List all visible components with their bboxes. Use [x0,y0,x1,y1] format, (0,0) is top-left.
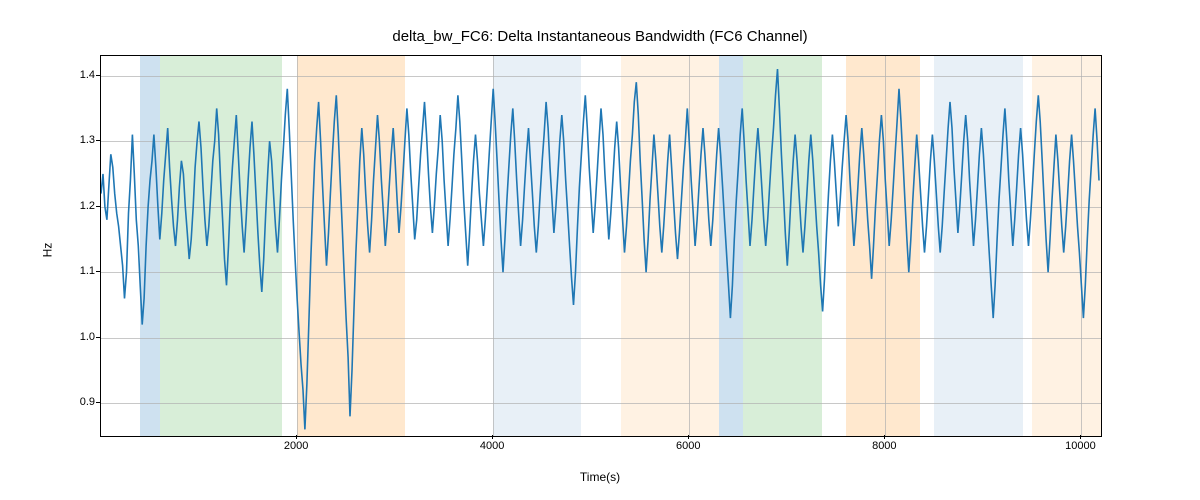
x-tick-label: 4000 [480,440,504,452]
signal-line [101,56,1101,436]
y-tick-label: 1.1 [80,265,95,277]
x-tick-label: 6000 [676,440,700,452]
chart-title: delta_bw_FC6: Delta Instantaneous Bandwi… [0,28,1200,45]
y-tick-label: 1.4 [80,69,95,81]
y-tick-label: 1.2 [80,200,95,212]
y-tick-label: 0.9 [80,396,95,408]
plot-area [100,55,1102,437]
x-axis-label: Time(s) [0,470,1200,484]
y-tick-label: 1.3 [80,134,95,146]
x-tick-label: 2000 [284,440,308,452]
x-tick-label: 10000 [1065,440,1096,452]
y-tick-label: 1.0 [80,331,95,343]
x-tick-label: 8000 [872,440,896,452]
figure: delta_bw_FC6: Delta Instantaneous Bandwi… [0,0,1200,500]
y-axis-label: Hz [40,243,54,258]
